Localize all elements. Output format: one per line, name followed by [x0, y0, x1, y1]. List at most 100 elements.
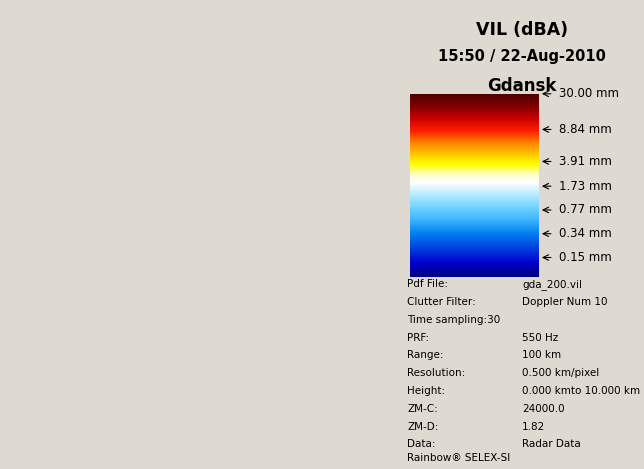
Text: PRF:: PRF: — [407, 333, 430, 342]
Bar — [410, 97, 539, 98]
Text: VIL (dBA): VIL (dBA) — [476, 21, 568, 39]
Bar — [410, 110, 539, 111]
Bar — [410, 227, 539, 228]
Bar — [410, 165, 539, 166]
Bar — [410, 132, 539, 133]
Text: 0.77 mm: 0.77 mm — [558, 204, 611, 217]
Bar — [410, 252, 539, 253]
Bar — [410, 205, 539, 206]
Bar — [410, 138, 539, 139]
Bar — [410, 100, 539, 101]
Bar — [410, 144, 539, 145]
Bar — [410, 107, 539, 108]
Bar — [410, 246, 539, 247]
Bar — [410, 235, 539, 236]
Bar — [410, 169, 539, 170]
Bar — [410, 218, 539, 219]
Bar — [410, 271, 539, 272]
Bar — [410, 260, 539, 261]
Bar — [410, 104, 539, 105]
Text: Pdf File:: Pdf File: — [407, 279, 448, 289]
Text: 550 Hz: 550 Hz — [522, 333, 558, 342]
Bar — [410, 190, 539, 191]
Bar — [410, 184, 539, 185]
Bar — [410, 194, 539, 195]
Bar — [410, 137, 539, 138]
Bar — [410, 168, 539, 169]
Bar — [410, 141, 539, 142]
Bar — [410, 113, 539, 114]
Bar — [410, 166, 539, 167]
Bar — [410, 116, 539, 117]
Bar — [410, 200, 539, 201]
Bar — [410, 213, 539, 214]
Bar — [410, 179, 539, 180]
Bar — [410, 105, 539, 106]
Bar — [410, 109, 539, 110]
Bar — [410, 221, 539, 222]
Bar — [410, 125, 539, 126]
Bar — [410, 233, 539, 234]
Bar — [410, 266, 539, 267]
Bar — [410, 167, 539, 168]
Bar — [410, 187, 539, 188]
Bar — [410, 145, 539, 146]
Bar — [410, 276, 539, 277]
Bar — [410, 96, 539, 97]
Bar — [410, 240, 539, 241]
Bar — [410, 158, 539, 159]
Bar — [410, 122, 539, 123]
Bar — [410, 135, 539, 136]
Bar — [410, 249, 539, 250]
Text: ZM-C:: ZM-C: — [407, 404, 438, 414]
Bar — [410, 120, 539, 121]
Bar — [410, 99, 539, 100]
Bar — [410, 259, 539, 260]
Bar — [410, 244, 539, 245]
Bar — [410, 108, 539, 109]
Bar — [410, 154, 539, 155]
Bar — [410, 225, 539, 226]
Text: Height:: Height: — [407, 386, 446, 396]
Text: 1.82: 1.82 — [522, 422, 545, 431]
Bar — [410, 204, 539, 205]
Text: Gdansk: Gdansk — [488, 77, 556, 95]
Text: Clutter Filter:: Clutter Filter: — [407, 297, 476, 307]
Bar — [410, 228, 539, 229]
Bar — [410, 185, 539, 186]
Bar — [410, 171, 539, 172]
Bar — [410, 214, 539, 215]
Bar — [410, 159, 539, 160]
Bar — [410, 156, 539, 157]
Bar — [410, 197, 539, 198]
Text: Data:: Data: — [407, 439, 436, 449]
Bar — [410, 275, 539, 276]
Bar — [410, 128, 539, 129]
Text: Resolution:: Resolution: — [407, 368, 466, 378]
Text: 0.34 mm: 0.34 mm — [558, 227, 611, 240]
Bar — [410, 215, 539, 216]
Bar — [410, 237, 539, 238]
Bar — [410, 256, 539, 257]
Bar — [410, 172, 539, 173]
Bar — [410, 129, 539, 130]
Bar — [410, 117, 539, 118]
Bar — [410, 157, 539, 158]
Bar — [410, 180, 539, 181]
Bar — [410, 139, 539, 140]
Bar — [410, 126, 539, 127]
Bar — [410, 140, 539, 141]
Text: Range:: Range: — [407, 350, 444, 360]
Bar — [410, 202, 539, 203]
Text: 100 km: 100 km — [522, 350, 561, 360]
Bar — [410, 274, 539, 275]
Bar — [410, 258, 539, 259]
Bar — [410, 173, 539, 174]
Bar — [410, 232, 539, 233]
Bar — [410, 119, 539, 120]
Text: 24000.0: 24000.0 — [522, 404, 565, 414]
Bar — [410, 234, 539, 235]
Bar — [410, 265, 539, 266]
Bar — [410, 101, 539, 102]
Bar — [410, 170, 539, 171]
